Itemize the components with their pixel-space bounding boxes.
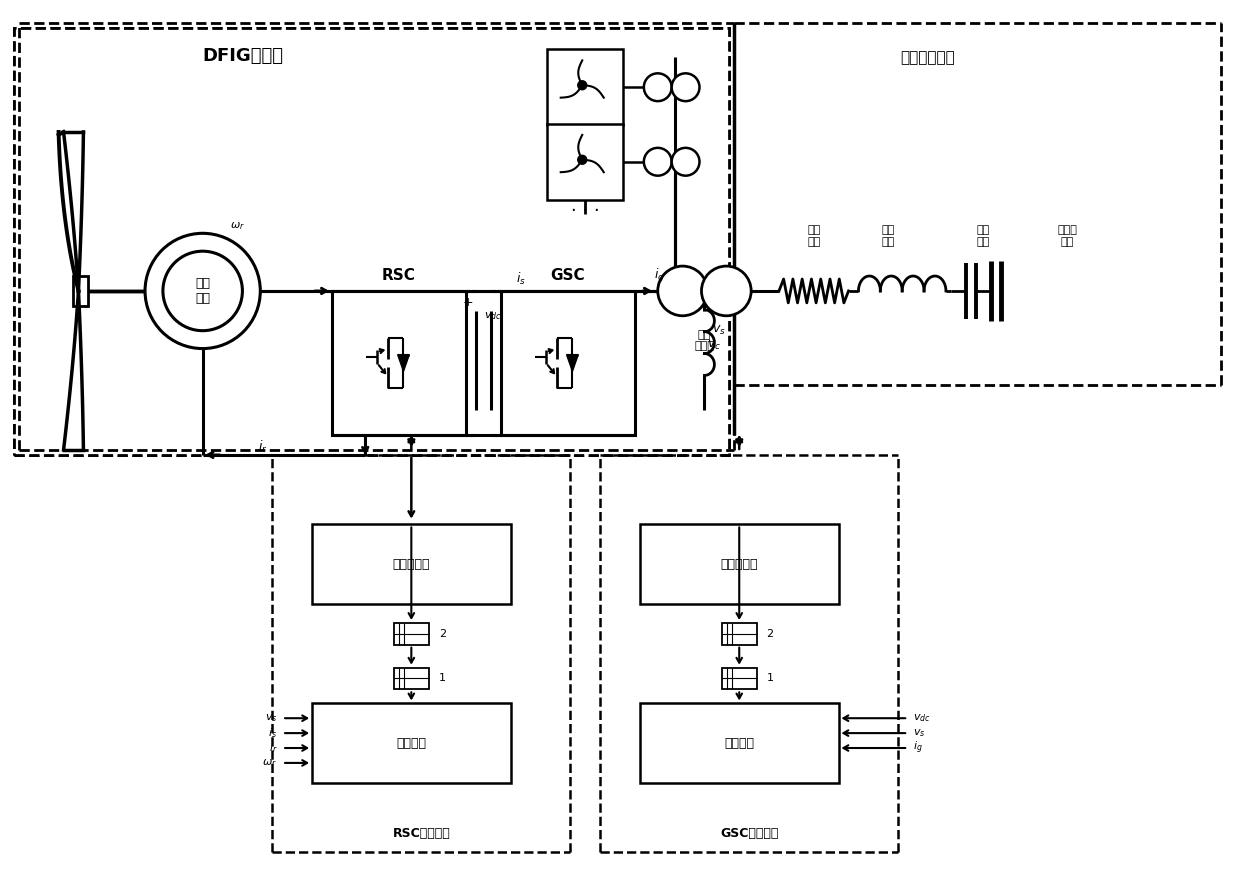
Text: 感应
电机: 感应 电机 bbox=[195, 276, 210, 304]
Text: $i_g$: $i_g$ bbox=[913, 740, 923, 756]
Bar bbox=[722, 623, 756, 645]
Text: · · ·: · · · bbox=[570, 202, 600, 220]
Polygon shape bbox=[567, 354, 578, 371]
Circle shape bbox=[644, 148, 672, 176]
Text: $v_s$: $v_s$ bbox=[713, 324, 727, 337]
Bar bbox=[640, 524, 838, 604]
Text: $v_s$: $v_s$ bbox=[913, 727, 925, 739]
Bar bbox=[312, 524, 511, 604]
Circle shape bbox=[657, 266, 708, 316]
Text: $v_{dc}$: $v_{dc}$ bbox=[484, 310, 501, 322]
Circle shape bbox=[578, 80, 587, 90]
Text: 线路
电感: 线路 电感 bbox=[882, 226, 895, 247]
Circle shape bbox=[578, 155, 587, 164]
Text: $i_r$: $i_r$ bbox=[258, 439, 267, 455]
Text: DFIG风电场: DFIG风电场 bbox=[202, 47, 284, 66]
Bar bbox=[14, 28, 729, 455]
Polygon shape bbox=[398, 354, 409, 371]
Bar bbox=[312, 704, 511, 783]
Bar bbox=[548, 50, 622, 125]
Text: $v_s$: $v_s$ bbox=[264, 712, 278, 724]
Text: $v_{dc}$: $v_{dc}$ bbox=[913, 712, 931, 724]
Circle shape bbox=[672, 74, 699, 102]
Bar bbox=[548, 124, 622, 200]
Text: 反馈测量: 反馈测量 bbox=[724, 737, 754, 750]
Text: $i_s$: $i_s$ bbox=[268, 726, 278, 740]
Text: 双闭环控制: 双闭环控制 bbox=[393, 557, 430, 570]
Text: +: + bbox=[463, 297, 474, 310]
Circle shape bbox=[644, 74, 672, 102]
Text: 串补输电系统: 串补输电系统 bbox=[900, 50, 955, 65]
Bar bbox=[73, 276, 88, 306]
Text: 反馈测量: 反馈测量 bbox=[397, 737, 427, 750]
Text: 1: 1 bbox=[439, 674, 445, 683]
Text: 2: 2 bbox=[766, 629, 774, 639]
Text: GSC控制系统: GSC控制系统 bbox=[720, 828, 779, 840]
Bar bbox=[14, 28, 729, 455]
Bar bbox=[394, 668, 429, 690]
Text: RSC控制系统: RSC控制系统 bbox=[392, 828, 450, 840]
Bar bbox=[394, 623, 429, 645]
Circle shape bbox=[145, 234, 260, 348]
Text: $\omega_r$: $\omega_r$ bbox=[263, 757, 278, 769]
Bar bbox=[722, 668, 756, 690]
Bar bbox=[640, 704, 838, 783]
Text: 1: 1 bbox=[766, 674, 774, 683]
Text: 双闭环控制: 双闭环控制 bbox=[720, 557, 758, 570]
Text: 2: 2 bbox=[439, 629, 446, 639]
Text: 串补
电容: 串补 电容 bbox=[976, 226, 990, 247]
Text: 无穷大
电网: 无穷大 电网 bbox=[1058, 226, 1078, 247]
Text: 线路
电阵: 线路 电阵 bbox=[807, 226, 821, 247]
Bar bbox=[501, 290, 635, 435]
Circle shape bbox=[702, 266, 751, 316]
Bar bbox=[332, 290, 466, 435]
Text: $v_c$: $v_c$ bbox=[707, 339, 722, 352]
Text: RSC: RSC bbox=[382, 268, 415, 283]
Text: 筱式
变压器: 筱式 变压器 bbox=[694, 330, 714, 352]
Circle shape bbox=[162, 251, 242, 331]
Text: $i_s$: $i_s$ bbox=[516, 271, 526, 287]
Text: $\omega_r$: $\omega_r$ bbox=[229, 220, 244, 232]
Text: $i_g$: $i_g$ bbox=[655, 267, 665, 285]
Circle shape bbox=[672, 148, 699, 176]
Text: $i_r$: $i_r$ bbox=[269, 741, 278, 755]
Text: GSC: GSC bbox=[551, 268, 585, 283]
